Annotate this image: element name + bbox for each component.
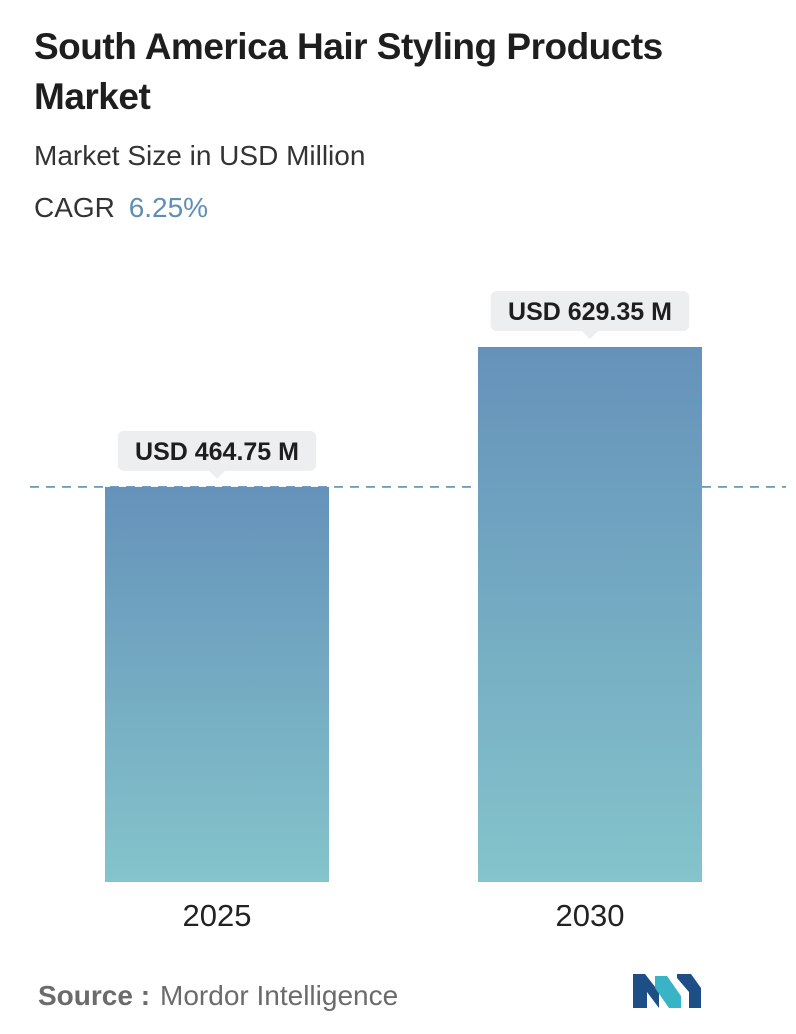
value-label-box — [117, 430, 317, 471]
source-name: Mordor Intelligence — [160, 980, 399, 1011]
cagr-value: 6.25% — [128, 192, 209, 223]
cagr-label: CAGR — [34, 192, 115, 223]
value-label-text: USD 464.75 M — [135, 438, 299, 466]
category-label-2030: 2030 — [556, 898, 625, 933]
chart-title: South America Hair Styling Products Mark… — [34, 26, 663, 117]
mordor-intelligence-logo-icon — [633, 974, 701, 1008]
value-label-pointer — [582, 331, 598, 339]
source-label: Source : — [38, 980, 151, 1011]
bar-2025 — [105, 486, 329, 882]
chart-subtitle: Market Size in USD Million — [34, 140, 366, 171]
bar-2030 — [478, 347, 702, 882]
category-label-2025: 2025 — [183, 898, 252, 933]
value-label-2030: USD 629.35 M — [490, 291, 690, 339]
cagr-line: CAGR 6.25% — [34, 190, 208, 226]
value-label-text: USD 629.35 M — [508, 298, 672, 326]
value-label-pointer — [209, 470, 225, 479]
bar-chart: USD 464.75 M 2025 USD 629.35 M 2030 — [30, 291, 786, 933]
source-line: Source : Mordor Intelligence — [38, 978, 398, 1014]
logo-shape-middle — [655, 976, 681, 1008]
logo-shape-right — [677, 974, 701, 1008]
value-label-2025: USD 464.75 M — [117, 430, 317, 479]
value-label-box — [490, 291, 690, 331]
logo-shape-left — [633, 974, 659, 1008]
